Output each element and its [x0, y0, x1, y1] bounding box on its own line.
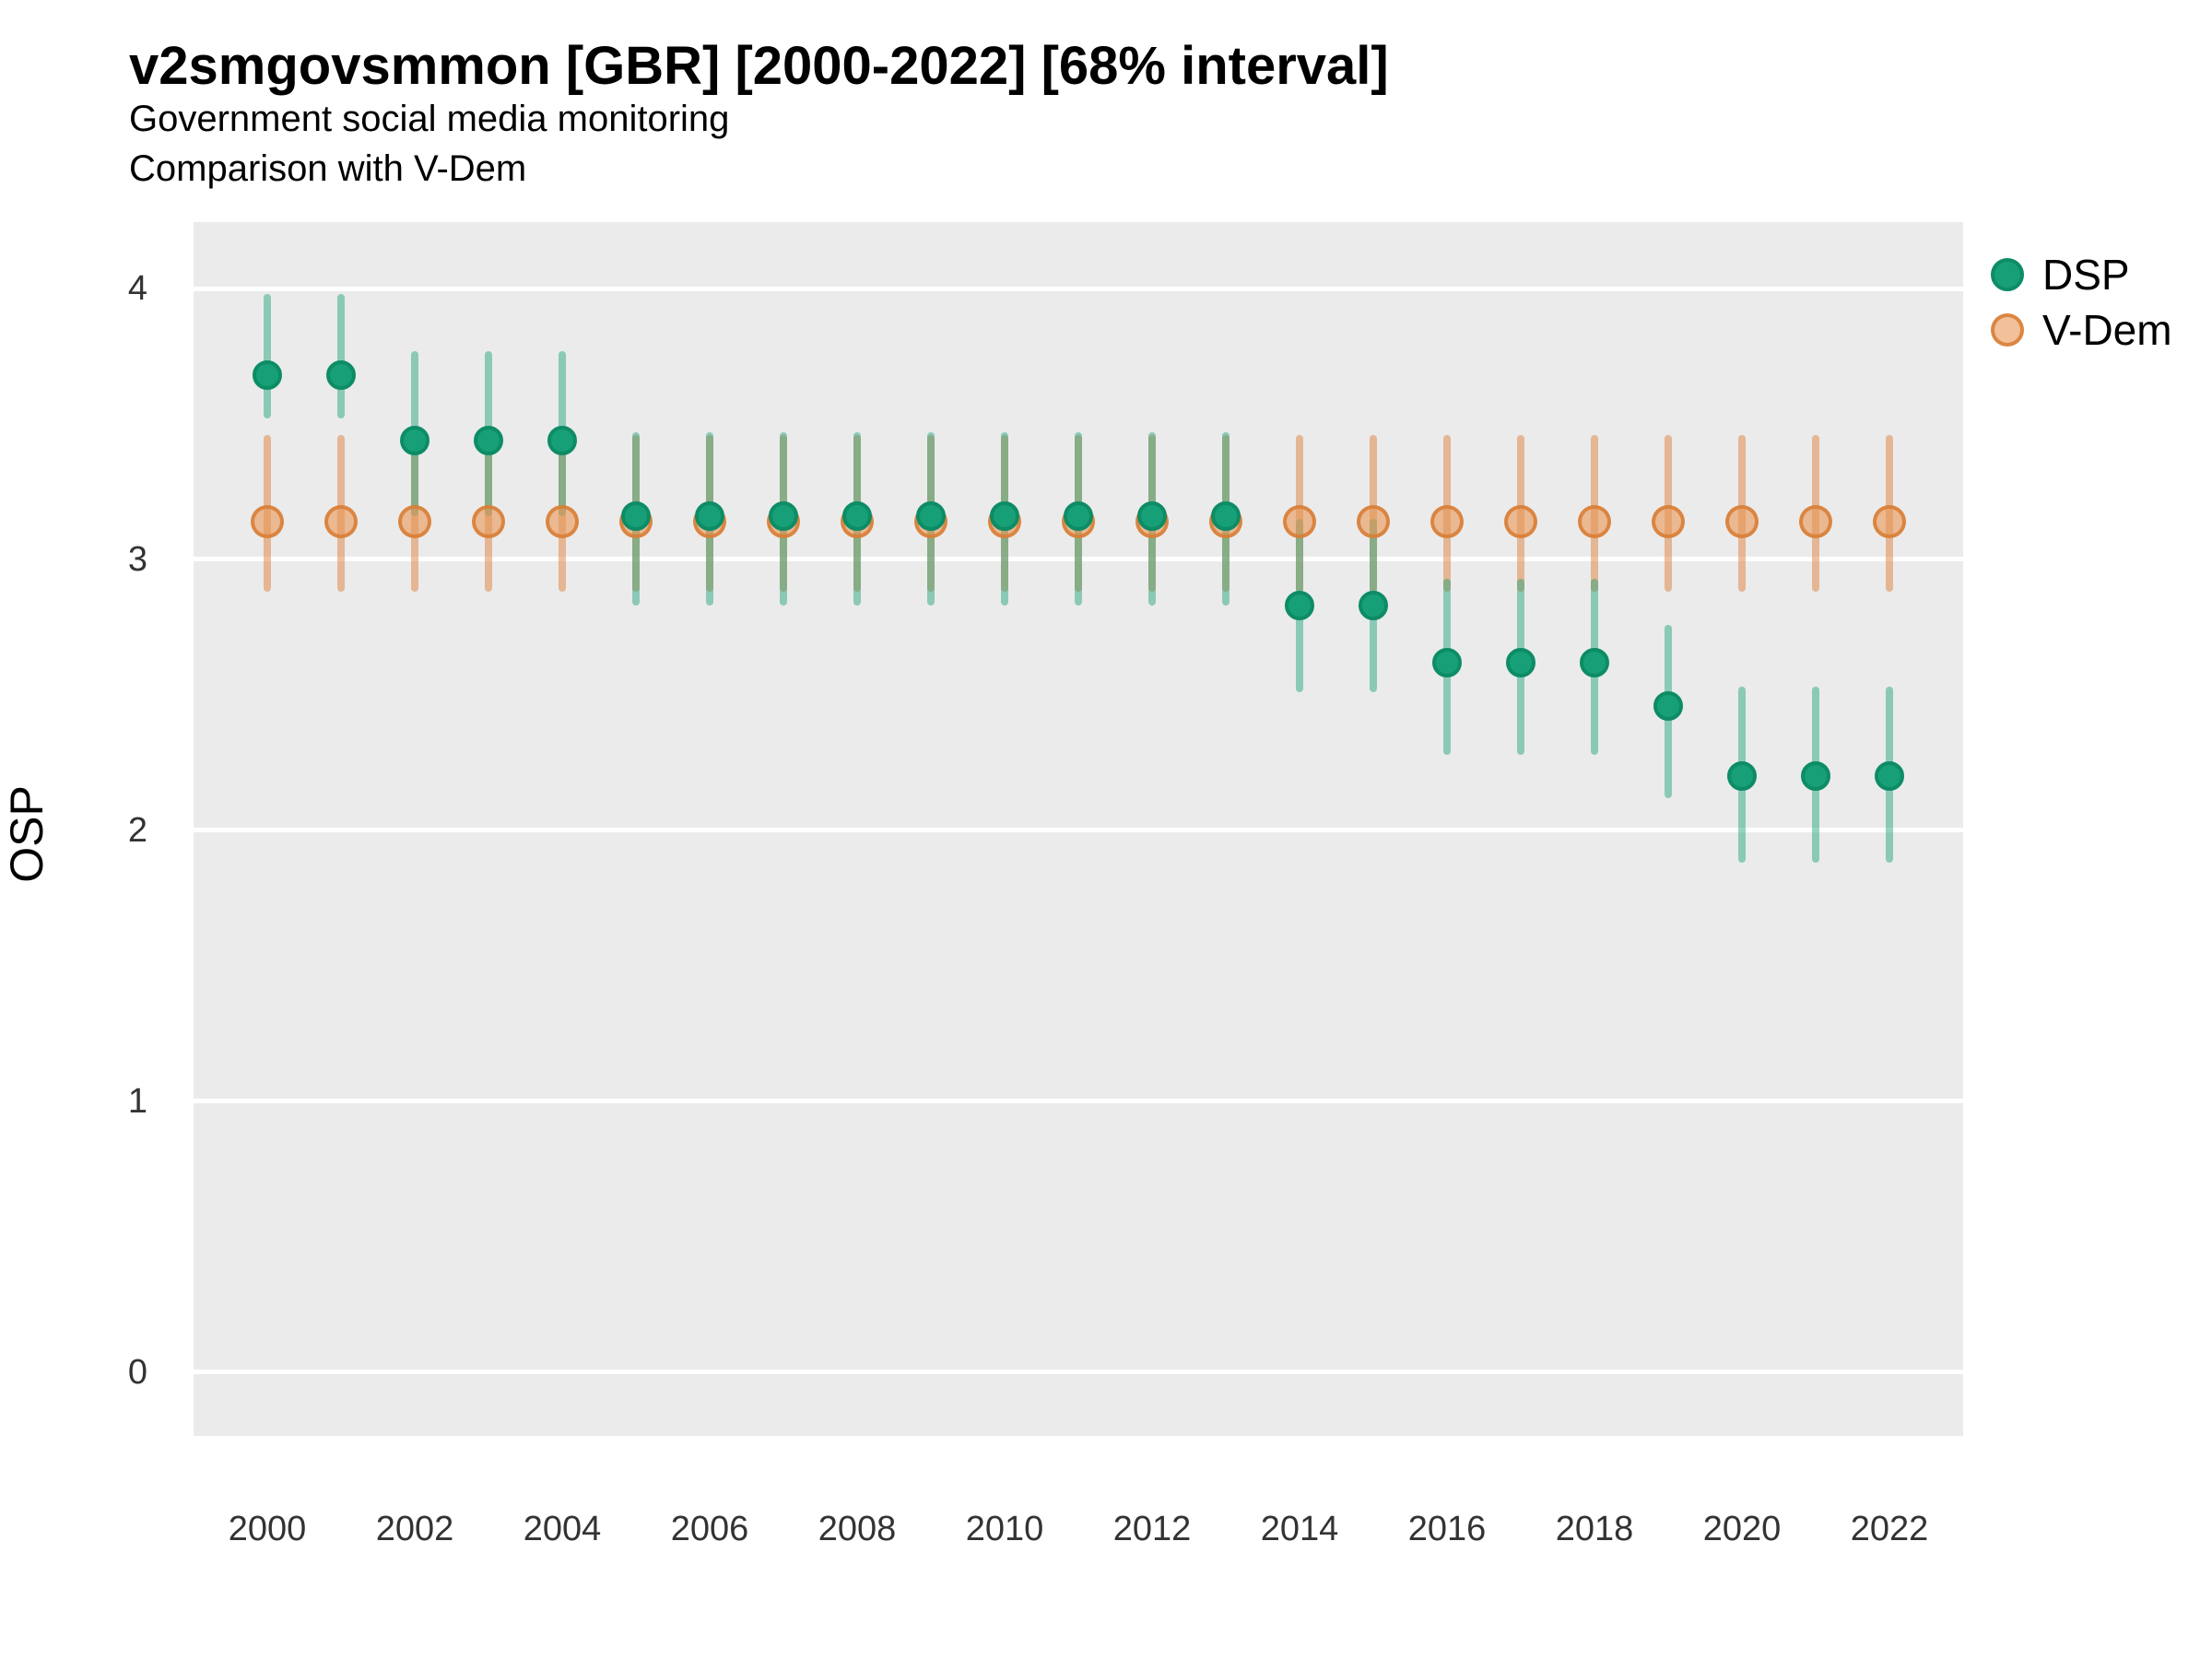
x-tick-label-2008: 2008: [818, 1510, 897, 1548]
vdem-point-2020: [1725, 504, 1759, 538]
dsp-point-2006: [695, 500, 724, 531]
dsp-legend-dot-icon: [1991, 258, 2024, 291]
chart-subtitle-line1: Government social media monitoring: [129, 99, 730, 139]
x-tick-label-2012: 2012: [1112, 1510, 1192, 1548]
chart-panel: [194, 222, 1963, 1436]
chart-title: v2smgovsmmon [GBR] [2000-2022] [68% inte…: [129, 36, 1389, 96]
gridline-y-4: [194, 286, 1963, 291]
dsp-point-2004: [547, 425, 577, 455]
dsp-point-2002: [400, 425, 429, 455]
vdem-point-2022: [1873, 504, 1906, 538]
dsp-point-2009: [916, 500, 946, 531]
dsp-point-2022: [1875, 761, 1904, 792]
dsp-point-2008: [842, 500, 872, 531]
dsp-point-2011: [1064, 500, 1093, 531]
dsp-legend-label: DSP: [2042, 251, 2130, 299]
x-tick-label-2000: 2000: [228, 1510, 307, 1548]
gridline-y-0: [194, 1370, 1963, 1375]
x-tick-label-2020: 2020: [1702, 1510, 1782, 1548]
y-tick-label-1: 1: [127, 1081, 147, 1121]
dsp-point-2016: [1432, 647, 1462, 677]
legend-item-dsp: DSP: [1991, 247, 2172, 302]
legend: DSP V-Dem: [1991, 247, 2172, 358]
vdem-point-2019: [1652, 504, 1685, 538]
y-axis-title: OSP: [1, 785, 53, 883]
x-tick-label-2010: 2010: [965, 1510, 1044, 1548]
x-tick-label-2002: 2002: [375, 1510, 454, 1548]
vdem-point-2017: [1504, 504, 1537, 538]
x-tick-label-2018: 2018: [1555, 1510, 1634, 1548]
vdem-point-2002: [398, 504, 431, 538]
vdem-point-2016: [1430, 504, 1464, 538]
y-tick-label-4: 4: [127, 269, 147, 309]
dsp-point-2003: [474, 425, 503, 455]
dsp-interval-bar-2001: [337, 293, 345, 419]
dsp-point-2013: [1211, 500, 1241, 531]
gridline-y-1: [194, 1099, 1963, 1104]
dsp-point-2000: [253, 360, 282, 391]
dsp-point-2020: [1727, 761, 1757, 792]
dsp-point-2005: [621, 500, 651, 531]
dsp-point-2015: [1359, 590, 1388, 620]
vdem-point-2018: [1578, 504, 1611, 538]
vdem-point-2001: [324, 504, 358, 538]
dsp-point-2021: [1801, 761, 1830, 792]
y-tick-label-0: 0: [127, 1352, 147, 1392]
dsp-point-2017: [1506, 647, 1535, 677]
vdem-point-2004: [546, 504, 579, 538]
dsp-point-2001: [326, 360, 356, 391]
vdem-point-2000: [251, 504, 284, 538]
dsp-point-2010: [990, 500, 1019, 531]
vdem-point-2021: [1799, 504, 1832, 538]
vdem-point-2015: [1357, 504, 1390, 538]
vdem-legend-dot-icon: [1991, 313, 2024, 347]
dsp-point-2019: [1653, 690, 1683, 721]
dsp-point-2018: [1580, 647, 1609, 677]
dsp-point-2014: [1285, 590, 1314, 620]
vdem-point-2003: [472, 504, 505, 538]
y-tick-label-3: 3: [127, 539, 147, 579]
x-tick-label-2022: 2022: [1850, 1510, 1929, 1548]
dsp-point-2007: [769, 500, 798, 531]
vdem-point-2014: [1283, 504, 1316, 538]
x-tick-label-2016: 2016: [1407, 1510, 1487, 1548]
chart-subtitle-line2: Comparison with V-Dem: [129, 148, 527, 189]
x-tick-label-2004: 2004: [523, 1510, 602, 1548]
y-tick-label-2: 2: [127, 810, 147, 850]
x-tick-label-2014: 2014: [1260, 1510, 1339, 1548]
vdem-legend-label: V-Dem: [2042, 306, 2172, 354]
chart-subtitle: Government social media monitoring Compa…: [129, 94, 729, 194]
legend-item-vdem: V-Dem: [1991, 302, 2172, 358]
dsp-point-2012: [1137, 500, 1167, 531]
x-tick-label-2006: 2006: [670, 1510, 749, 1548]
gridline-y-2: [194, 828, 1963, 833]
dsp-interval-bar-2000: [264, 293, 271, 419]
